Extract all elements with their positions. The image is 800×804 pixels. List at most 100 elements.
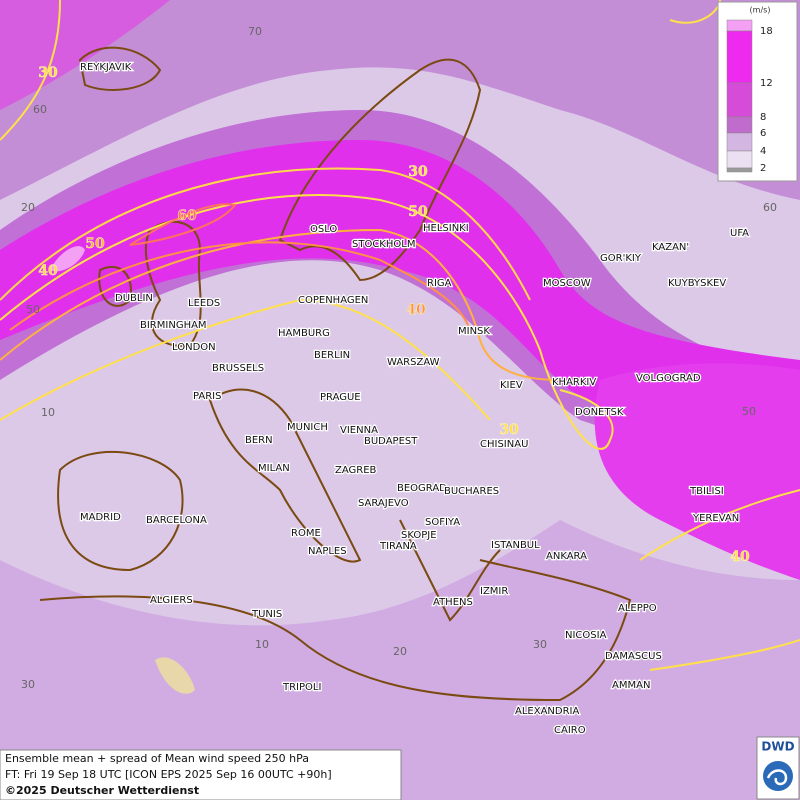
coastline bbox=[208, 388, 362, 563]
city-label: AMMAN bbox=[612, 680, 650, 691]
city-label: NICOSIA bbox=[565, 630, 607, 641]
city-label: REYKJAVIK bbox=[80, 62, 132, 73]
city-label: KIEV bbox=[500, 380, 523, 391]
city-label: DUBLIN bbox=[115, 293, 153, 304]
isotach bbox=[649, 639, 800, 671]
legend-level: 2 bbox=[760, 163, 766, 174]
city-label: COPENHAGEN bbox=[298, 295, 368, 306]
city-label: BARCELONA bbox=[146, 515, 207, 526]
legend-swatch bbox=[726, 19, 753, 32]
logo-icon bbox=[763, 761, 793, 791]
field-region bbox=[0, 140, 800, 442]
city-label: BEOGRAD bbox=[397, 483, 447, 494]
city-label: PRAGUE bbox=[320, 392, 361, 403]
isotach bbox=[639, 489, 800, 561]
grid-label: 60 bbox=[763, 201, 777, 214]
grid-label: 20 bbox=[21, 201, 35, 214]
legend-level: 6 bbox=[760, 128, 766, 139]
grid-label: 30 bbox=[533, 638, 547, 651]
city-label: DONETSK bbox=[575, 407, 624, 418]
labels: REYKJAVIK DUBLIN LEEDS BIRMINGHAM LONDON BRUS… bbox=[21, 25, 777, 737]
city-label: WARSZAW bbox=[387, 357, 440, 368]
city-label: KUYBYSKEV bbox=[668, 278, 726, 289]
city-label: BRUSSELS bbox=[212, 363, 264, 374]
isotach bbox=[9, 241, 471, 331]
city-label: SARAJEVO bbox=[358, 498, 409, 509]
logo-swirl bbox=[766, 769, 788, 786]
city-label: MOSCOW bbox=[543, 278, 591, 289]
field-region bbox=[155, 657, 195, 694]
legend-swatch bbox=[726, 30, 753, 84]
legend-swatch bbox=[726, 132, 753, 152]
city-label: TRIPOLI bbox=[282, 682, 321, 693]
city-label: HAMBURG bbox=[278, 328, 330, 339]
city-label: KHARKIV bbox=[552, 377, 596, 388]
city-label: ALEXANDRIA bbox=[515, 706, 580, 717]
contour-label: 40 bbox=[730, 549, 750, 565]
grid-label: 60 bbox=[33, 103, 47, 116]
legend-level: 4 bbox=[760, 146, 766, 157]
city-label: TUNIS bbox=[251, 609, 282, 620]
city-label: TIRANA bbox=[379, 541, 417, 552]
contour-label: 30 bbox=[408, 164, 428, 180]
grid-label: 30 bbox=[21, 678, 35, 691]
grid-label: 70 bbox=[248, 25, 262, 38]
logo: DWD bbox=[761, 740, 794, 754]
coastline bbox=[78, 46, 162, 91]
legend-unit: (m/s) bbox=[750, 6, 771, 15]
city-label: CHISINAU bbox=[480, 439, 528, 450]
isotach bbox=[0, 228, 561, 381]
contour-label: 30 bbox=[499, 422, 519, 438]
city-label: ROME bbox=[291, 528, 321, 539]
coastline bbox=[399, 519, 501, 622]
city-label: NAPLES bbox=[308, 546, 347, 557]
city-label: TBILISI bbox=[689, 486, 724, 497]
isotach bbox=[129, 203, 237, 246]
city-label: VIENNA bbox=[340, 425, 378, 436]
city-label: HELSINKI bbox=[423, 223, 469, 234]
city-label: BUDAPEST bbox=[364, 436, 418, 447]
city-label: KAZAN' bbox=[652, 242, 689, 253]
contour-label: 40 bbox=[38, 263, 58, 279]
city-label: MILAN bbox=[258, 463, 290, 474]
city-label: STOCKHOLM bbox=[352, 239, 415, 250]
city-label: UFA bbox=[730, 228, 749, 239]
city-label: OSLO bbox=[310, 224, 337, 235]
city-label: CAIRO bbox=[554, 725, 586, 736]
isotach bbox=[0, 0, 61, 141]
coastline bbox=[39, 559, 632, 702]
field-region bbox=[594, 363, 800, 580]
coastline bbox=[57, 450, 184, 572]
city-label: SKOPJE bbox=[401, 530, 437, 541]
footer-copyright: ©2025 Deutscher Wetterdienst bbox=[5, 784, 199, 797]
city-label: ISTANBUL bbox=[491, 540, 540, 551]
city-label: ATHENS bbox=[433, 597, 473, 608]
legend-swatch bbox=[726, 82, 753, 118]
legend-level: 12 bbox=[760, 78, 773, 89]
grid-label: 50 bbox=[26, 303, 40, 316]
city-label: IZMIR bbox=[480, 586, 508, 597]
field-region bbox=[0, 0, 800, 200]
city-label: ALGIERS bbox=[150, 595, 193, 606]
contour-label: 50 bbox=[408, 204, 428, 220]
city-label: YEREVAN bbox=[692, 513, 739, 524]
isotach bbox=[0, 298, 491, 421]
footer-title: Ensemble mean + spread of Mean wind spee… bbox=[5, 752, 309, 765]
contour-label: 60 bbox=[177, 208, 197, 224]
contour-label: 40 bbox=[406, 302, 426, 318]
city-label: SOFIYA bbox=[425, 517, 460, 528]
city-label: PARIS bbox=[193, 391, 221, 402]
city-label: BUCHARES bbox=[444, 486, 499, 497]
legend-swatch bbox=[726, 150, 753, 169]
city-label: ANKARA bbox=[546, 551, 587, 562]
city-label: DAMASCUS bbox=[605, 651, 662, 662]
field-region bbox=[50, 246, 85, 272]
grid-label: 20 bbox=[393, 645, 407, 658]
grid-label: 10 bbox=[41, 406, 55, 419]
grid-label: 50 bbox=[742, 405, 756, 418]
legend-level: 8 bbox=[760, 112, 766, 123]
city-label: ZAGREB bbox=[335, 465, 377, 476]
legend-swatch bbox=[726, 167, 753, 173]
city-label: MUNICH bbox=[287, 422, 328, 433]
